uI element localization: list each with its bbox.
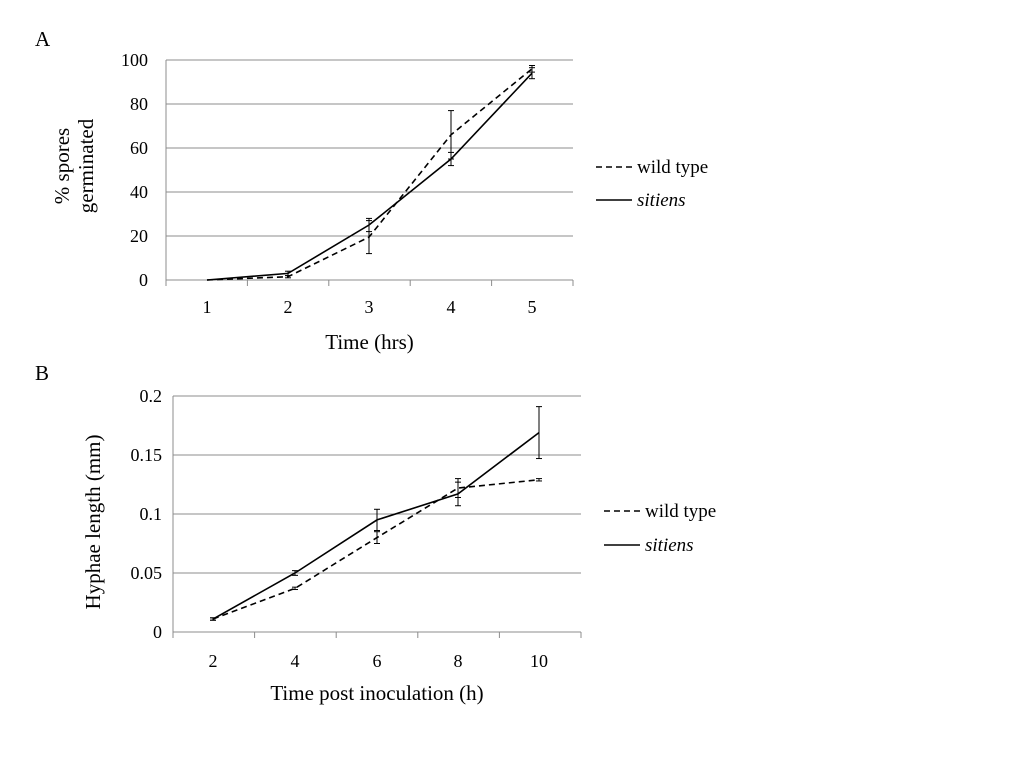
panel-label: B <box>35 361 49 385</box>
y-tick-label: 80 <box>130 94 148 114</box>
legend-label: wild type <box>637 157 708 178</box>
panel-label: A <box>35 27 51 51</box>
y-tick-label: 20 <box>130 226 148 246</box>
legend-label: sitiens <box>645 535 694 556</box>
y-tick-label: 100 <box>121 50 148 70</box>
legend-label: sitiens <box>637 190 686 211</box>
legend-label: wild type <box>645 501 716 522</box>
y-axis-title-line: % spores <box>50 128 74 204</box>
panel-b: B 0 0.05 0.1 0.15 0.2 2 4 6 8 10 Time post inoculat… <box>35 361 716 705</box>
y-axis-title: % sporesgerminated <box>50 118 98 213</box>
y-tick-label: 0 <box>153 622 162 642</box>
y-tick-label: 0.1 <box>140 504 163 524</box>
x-axis-title: Time post inoculation (h) <box>270 681 483 705</box>
panel-a: A 0 20 40 60 80 100 1 2 3 4 5 Time (hrs) % sporesgerm… <box>35 27 708 354</box>
y-tick-label: 0.05 <box>131 563 163 583</box>
y-tick-label: 40 <box>130 182 148 202</box>
x-tick-label: 4 <box>447 297 456 317</box>
y-axis-title: Hyphae length (mm) <box>81 435 105 610</box>
y-tick-label: 60 <box>130 138 148 158</box>
x-tick-label: 1 <box>203 297 212 317</box>
series-line-wild-type <box>212 478 540 620</box>
x-tick-label: 2 <box>284 297 293 317</box>
x-tick-label: 2 <box>209 651 218 671</box>
series-line-sitiens <box>212 431 540 620</box>
x-tick-label: 5 <box>528 297 537 317</box>
x-tick-label: 3 <box>365 297 374 317</box>
y-axis-title-line: germinated <box>74 118 98 213</box>
x-tick-label: 4 <box>291 651 300 671</box>
y-tick-label: 0.2 <box>140 386 163 406</box>
x-tick-label: 6 <box>373 651 382 671</box>
x-axis-title: Time (hrs) <box>325 330 413 354</box>
x-tick-label: 8 <box>454 651 463 671</box>
x-tick-label: 10 <box>530 651 548 671</box>
y-tick-label: 0 <box>139 270 148 290</box>
y-tick-label: 0.15 <box>131 445 163 465</box>
